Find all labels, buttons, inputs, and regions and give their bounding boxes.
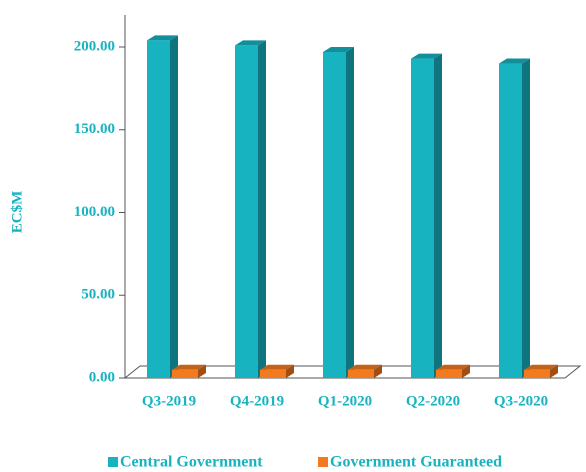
bar: [524, 369, 550, 378]
x-tick-label: Q1-2020: [318, 393, 372, 409]
bar-side: [170, 35, 178, 378]
x-tick-label: Q2-2020: [406, 393, 460, 409]
y-axis-label: EC$M: [9, 191, 25, 234]
bar-side: [258, 40, 266, 378]
bar: [411, 58, 434, 379]
bar: [436, 369, 462, 378]
bar: [323, 51, 346, 379]
x-tick-label: Q3-2019: [142, 393, 196, 409]
x-tick-label: Q4-2019: [230, 393, 284, 409]
bar-top: [323, 46, 354, 52]
bar-side: [462, 364, 470, 378]
x-tick-label: Q3-2020: [494, 393, 548, 409]
bar-side: [522, 58, 530, 379]
bar-top: [348, 364, 382, 370]
bar: [172, 369, 198, 378]
bar-side: [346, 46, 354, 379]
y-tick-label: 200.00: [74, 38, 115, 54]
bar-side: [434, 53, 442, 379]
bar-top: [411, 53, 442, 59]
bar-side: [374, 364, 382, 378]
bar-top: [436, 364, 470, 370]
bar: [235, 45, 258, 378]
bar: [499, 63, 522, 379]
bar-side: [286, 364, 294, 378]
bar-top: [147, 35, 178, 41]
legend-swatch: [318, 457, 328, 467]
bar: [260, 369, 286, 378]
y-tick-label: 50.00: [81, 287, 115, 303]
legend-label: Central Government: [120, 454, 263, 471]
bar: [147, 40, 170, 378]
y-tick-label: 150.00: [74, 121, 115, 137]
bar-side: [550, 364, 558, 378]
y-tick-label: 100.00: [74, 204, 115, 220]
legend-swatch: [108, 457, 118, 467]
bar-top: [499, 58, 530, 64]
bar: [348, 369, 374, 378]
bar-top: [260, 364, 294, 370]
y-tick-label: 0.00: [89, 369, 115, 385]
bar-top: [235, 40, 266, 46]
bar-side: [198, 364, 206, 378]
bar-top: [172, 364, 206, 370]
bar-top: [524, 364, 558, 370]
legend-label: Government Guaranteed: [330, 454, 502, 471]
